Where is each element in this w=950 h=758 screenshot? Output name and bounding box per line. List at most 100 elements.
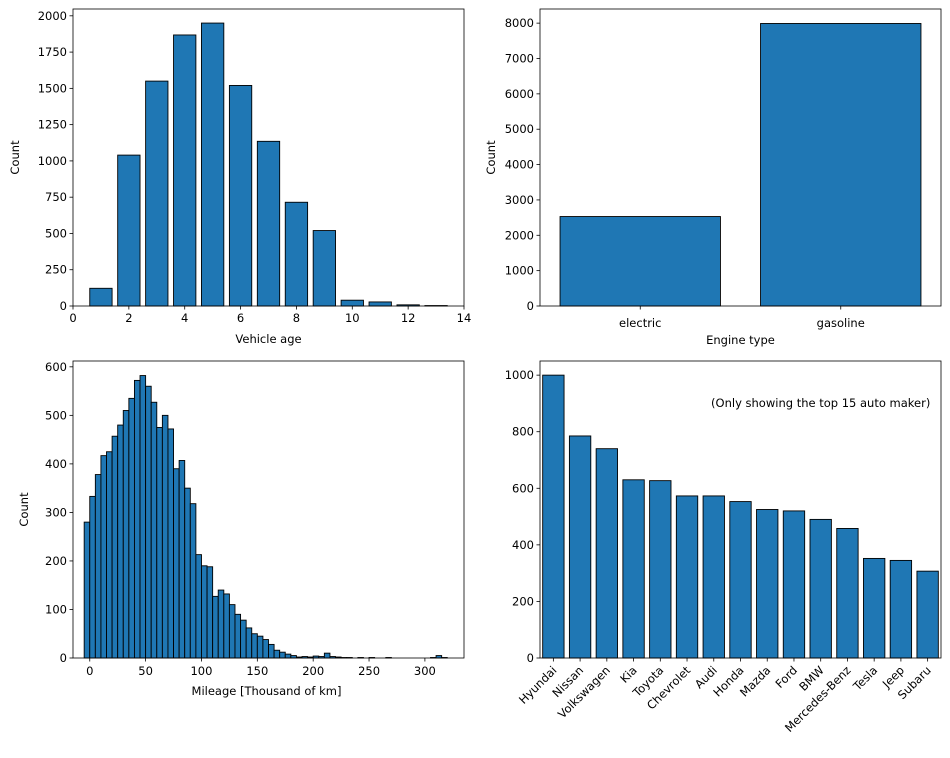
mileage-bin-bar <box>139 375 147 659</box>
vehicle-age-y-tick-label: 1000 <box>38 154 67 168</box>
vehicle-age-x-axis-label: Vehicle age <box>235 332 301 346</box>
vehicle-age-y-tick-label: 0 <box>60 299 67 313</box>
vehicle-age-bar <box>284 201 309 307</box>
mileage-bin-bar <box>184 487 191 659</box>
auto-maker-annotation: (Only showing the top 15 auto maker) <box>711 396 930 410</box>
vehicle-age-bar <box>201 22 225 307</box>
mileage-y-tick-label: 400 <box>45 457 67 471</box>
engine-type-y-tick-label: 6000 <box>505 87 534 101</box>
engine-type-y-tick-label: 4000 <box>505 158 534 172</box>
mileage-bin-bar <box>189 503 197 659</box>
auto-maker-bar-tesla <box>863 557 886 659</box>
mileage-y-tick-label: 100 <box>45 602 67 616</box>
engine-type-x-ticks: electric gasoline <box>619 306 865 330</box>
vehicle-age-x-tick-label: 8 <box>293 311 300 325</box>
mileage-bin-bar <box>279 651 286 659</box>
auto-maker-bar-chevrolet <box>675 495 699 659</box>
vehicle-age-axes-frame <box>72 8 465 307</box>
engine-type-y-tick-label: 5000 <box>505 122 534 136</box>
vehicle-age-bar <box>228 85 253 307</box>
engine-type-y-tick-label: 7000 <box>505 52 534 66</box>
vehicle-age-bar <box>368 301 392 307</box>
auto-maker-bar-nissan <box>568 435 592 659</box>
vehicle-age-x-tick-label: 0 <box>69 311 76 325</box>
mileage-bin-bar <box>245 627 253 659</box>
auto-maker-bar-jeep <box>889 559 913 659</box>
mileage-bin-bar <box>94 474 102 659</box>
mileage-y-axis-label: Count <box>17 492 31 527</box>
mileage-y-tick-label: 0 <box>60 651 67 665</box>
mileage-histogram: 0 50 100 150 200 250 300 0 100 200 300 400 500 600 M… <box>17 360 465 698</box>
vehicle-age-bar <box>117 154 141 307</box>
vehicle-age-y-tick-label: 1750 <box>38 45 67 59</box>
mileage-x-axis-label: Mileage [Thousand of km] <box>192 684 342 698</box>
mileage-bin-bar <box>122 410 130 659</box>
engine-type-y-axis-label: Count <box>484 140 498 175</box>
vehicle-age-x-tick-label: 2 <box>125 311 132 325</box>
mileage-x-tick-label: 100 <box>190 664 212 678</box>
auto-maker-y-tick-label: 1000 <box>505 368 534 382</box>
engine-type-x-tick-label: gasoline <box>817 316 865 330</box>
mileage-bin-bar <box>201 565 208 659</box>
mileage-bin-bar <box>273 649 281 659</box>
mileage-y-tick-label: 600 <box>45 360 67 374</box>
engine-type-x-tick-label: electric <box>619 316 661 330</box>
engine-type-chart: electric gasoline 0 1000 2000 3000 4000 5000 60… <box>484 8 942 347</box>
engine-type-y-ticks: 0 1000 2000 3000 4000 5000 6000 7000 8000 <box>505 16 540 313</box>
vehicle-age-bar <box>89 287 113 307</box>
mileage-bin-bar <box>228 604 236 659</box>
mileage-bin-bar <box>89 495 96 659</box>
mileage-y-tick-label: 200 <box>45 554 67 568</box>
engine-type-y-tick-label: 2000 <box>505 228 534 242</box>
mileage-x-tick-label: 200 <box>302 664 324 678</box>
mileage-bin-bar <box>100 455 107 659</box>
engine-type-y-tick-label: 1000 <box>505 264 534 278</box>
vehicle-age-bar <box>173 34 197 307</box>
mileage-bin-bar <box>117 424 124 659</box>
mileage-bin-bar <box>195 554 202 659</box>
mileage-x-ticks: 0 50 100 150 200 250 300 <box>86 658 436 678</box>
mileage-bin-bar <box>173 468 180 659</box>
mileage-x-tick-label: 250 <box>358 664 380 678</box>
mileage-bin-bar <box>133 379 141 659</box>
mileage-bin-bar <box>161 414 169 659</box>
mileage-y-tick-label: 300 <box>45 505 67 519</box>
mileage-bin-bar <box>106 451 113 659</box>
mileage-bin-bar <box>256 635 264 659</box>
mileage-y-ticks: 0 100 200 300 400 500 600 <box>45 360 73 665</box>
vehicle-age-y-tick-label: 1250 <box>38 118 67 132</box>
mileage-bin-bar <box>262 639 269 659</box>
auto-maker-bar-audi <box>702 495 725 659</box>
engine-type-axes-frame <box>539 8 942 307</box>
vehicle-age-y-axis-label: Count <box>8 140 22 175</box>
vehicle-age-y-tick-label: 250 <box>45 263 67 277</box>
auto-maker-bars <box>542 374 939 659</box>
engine-type-bar-gasoline <box>760 23 922 307</box>
auto-maker-bar-honda <box>729 501 752 659</box>
auto-maker-y-ticks: 0 200 400 600 800 1000 <box>505 368 540 665</box>
mileage-x-tick-label: 50 <box>138 664 153 678</box>
vehicle-age-x-ticks: 0 2 4 6 8 10 12 14 <box>69 306 471 325</box>
vehicle-age-x-tick-label: 10 <box>345 311 360 325</box>
mileage-bin-bar <box>268 643 275 659</box>
mileage-axes-frame <box>72 360 465 659</box>
mileage-bin-bar <box>150 401 158 659</box>
auto-maker-bar-toyota <box>649 480 672 659</box>
auto-maker-bar-kia <box>622 479 645 659</box>
mileage-bin-bar <box>240 619 247 659</box>
mileage-bin-bar <box>234 613 242 659</box>
engine-type-y-tick-label: 3000 <box>505 193 534 207</box>
engine-type-y-tick-label: 8000 <box>505 16 534 30</box>
vehicle-age-x-tick-label: 4 <box>181 311 188 325</box>
mileage-bin-bar <box>145 385 152 659</box>
vehicle-age-x-tick-label: 6 <box>237 311 244 325</box>
mileage-bin-bar <box>128 397 135 659</box>
mileage-bin-bar <box>156 427 163 659</box>
auto-maker-bar-bmw <box>809 518 832 659</box>
vehicle-age-x-tick-label: 14 <box>457 311 472 325</box>
auto-maker-bar-subaru <box>916 570 939 659</box>
vehicle-age-bar <box>145 80 169 307</box>
auto-maker-bar-mazda <box>756 509 779 659</box>
engine-type-bars <box>559 23 922 307</box>
auto-maker-bar-ford <box>782 510 806 659</box>
